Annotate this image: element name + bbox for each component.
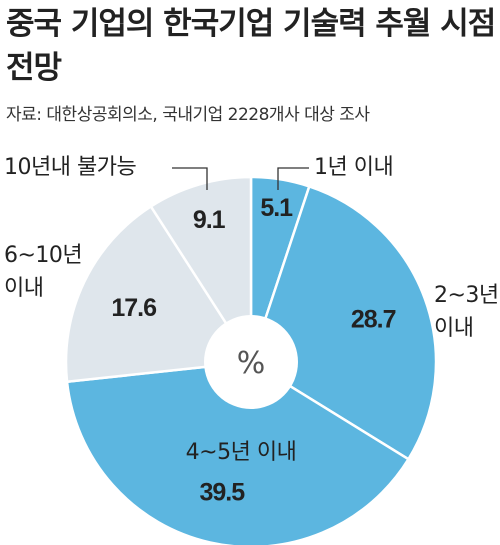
slice-category-label: 10년내 불가능: [4, 155, 136, 180]
slice-value-label: 39.5: [199, 479, 245, 507]
slice-category-label: 4~5년 이내: [186, 440, 297, 465]
pie-slice: [65, 360, 410, 545]
leader-line: [277, 167, 309, 190]
slice-category-label: 2~3년 이내: [434, 283, 499, 341]
center-unit-label: %: [237, 346, 266, 381]
slice-value-label: 28.7: [351, 306, 396, 334]
slice-value-label: 5.1: [260, 194, 293, 222]
slice-category-label: 6~10년 이내: [4, 243, 82, 301]
slice-value-label: 17.6: [111, 294, 156, 322]
slice-value-label: 9.1: [193, 206, 226, 234]
donut-hole: [204, 315, 298, 409]
pie-slice: [64, 205, 253, 383]
leader-line: [172, 167, 208, 190]
slice-category-label: 1년 이내: [314, 155, 393, 180]
pie-slice: [249, 185, 438, 461]
chart-title: 중국 기업의 한국기업 기술력 추월 시점 전망: [6, 6, 496, 86]
pie-slice: [149, 175, 253, 364]
chart-source: 자료: 대한상공회의소, 국내기업 2228개사 대상 조사: [6, 105, 370, 125]
